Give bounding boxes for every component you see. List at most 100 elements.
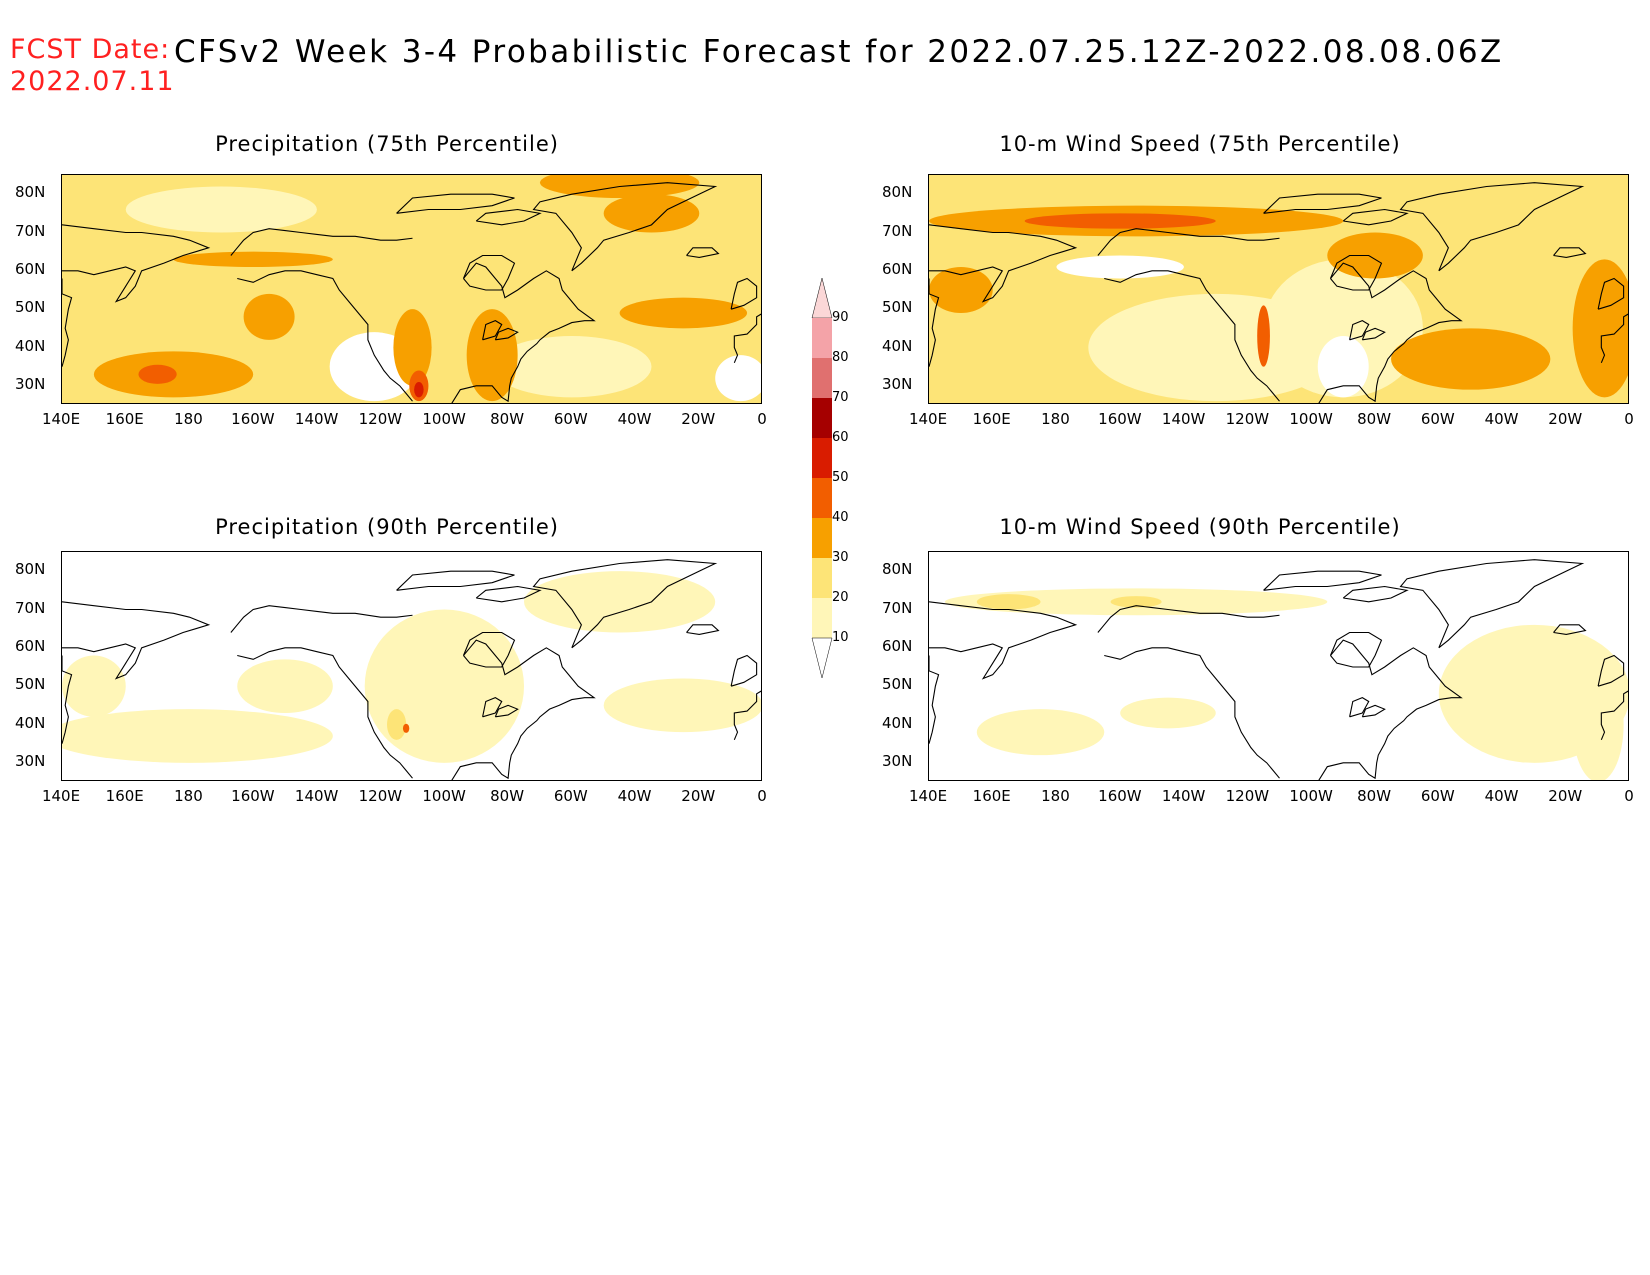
lat-tick-label: 80N bbox=[882, 183, 913, 202]
coastline bbox=[1104, 647, 1280, 779]
coastline bbox=[1399, 559, 1585, 649]
coastline bbox=[230, 228, 413, 256]
map-wind75 bbox=[928, 174, 1629, 404]
colorbar-top-triangle bbox=[811, 277, 833, 319]
coastline bbox=[1399, 182, 1585, 272]
lat-tick-label: 80N bbox=[882, 560, 913, 579]
lat-tick-label: 50N bbox=[15, 675, 46, 694]
lat-tick-label: 40N bbox=[15, 336, 46, 355]
lat-tick-label: 50N bbox=[15, 298, 46, 317]
coastline bbox=[929, 601, 1078, 680]
map-precip90 bbox=[61, 551, 762, 781]
dark-orange-area bbox=[402, 723, 410, 733]
coastline bbox=[1553, 247, 1587, 258]
white-area bbox=[715, 355, 761, 402]
colorbar-segment bbox=[812, 558, 832, 598]
lon-tick-label: 0 bbox=[1624, 410, 1634, 428]
lon-tick-label: 140W bbox=[1161, 410, 1206, 428]
lon-tick-label: 100W bbox=[422, 787, 466, 805]
coastline bbox=[230, 605, 413, 633]
orange-area bbox=[619, 297, 748, 329]
orange-area bbox=[393, 309, 432, 386]
lon-tick-label: 160W bbox=[231, 410, 275, 428]
orange-area bbox=[1327, 232, 1423, 279]
lon-tick-label: 20W bbox=[1548, 787, 1583, 805]
lat-tick-label: 50N bbox=[882, 675, 913, 694]
coastline bbox=[396, 193, 515, 214]
lon-tick-label: 160W bbox=[231, 787, 275, 805]
coastline bbox=[733, 690, 761, 741]
coastline bbox=[1597, 277, 1625, 310]
pale-area bbox=[62, 709, 333, 763]
lon-tick-label: 180 bbox=[174, 787, 203, 805]
coastline bbox=[1361, 704, 1386, 718]
dark-orange-area bbox=[138, 364, 177, 384]
red-area bbox=[414, 382, 424, 398]
coastline bbox=[1329, 631, 1383, 668]
pale-area bbox=[524, 571, 716, 633]
coastline bbox=[1097, 605, 1280, 633]
lon-tick-label: 100W bbox=[1289, 410, 1333, 428]
colorbar bbox=[811, 277, 833, 679]
coastline bbox=[1600, 313, 1628, 364]
lon-tick-label: 80W bbox=[490, 410, 525, 428]
colorbar-label: 60 bbox=[832, 430, 849, 445]
colorbar-label: 80 bbox=[832, 350, 849, 365]
coastline bbox=[462, 631, 516, 668]
lat-tick-label: 40N bbox=[882, 336, 913, 355]
coastline bbox=[475, 208, 542, 226]
lat-tick-label: 30N bbox=[15, 374, 46, 393]
coastline bbox=[686, 247, 720, 258]
coastline bbox=[1329, 254, 1383, 291]
panel-title-precip75: Precipitation (75th Percentile) bbox=[215, 132, 559, 156]
coastline bbox=[462, 254, 516, 291]
lon-tick-label: 160E bbox=[105, 410, 144, 428]
lon-tick-label: 180 bbox=[174, 410, 203, 428]
colorbar-segment bbox=[812, 598, 832, 638]
lon-tick-label: 160W bbox=[1098, 787, 1142, 805]
lat-tick-label: 60N bbox=[15, 259, 46, 278]
coastline bbox=[475, 585, 542, 603]
lon-tick-label: 180 bbox=[1041, 787, 1070, 805]
coastline bbox=[1597, 654, 1625, 687]
coastline bbox=[1349, 320, 1370, 341]
colorbar-bottom-triangle bbox=[811, 637, 833, 679]
coastline bbox=[532, 182, 718, 272]
colorbar-label: 50 bbox=[832, 470, 849, 485]
pale-area bbox=[1572, 667, 1624, 780]
orange-area bbox=[466, 309, 518, 402]
lat-tick-label: 70N bbox=[15, 221, 46, 240]
lon-tick-label: 160E bbox=[972, 787, 1011, 805]
yellow-area bbox=[976, 594, 1041, 610]
lat-tick-label: 30N bbox=[882, 751, 913, 770]
coastline bbox=[62, 278, 73, 367]
lat-tick-label: 40N bbox=[15, 713, 46, 732]
orange-area bbox=[173, 251, 333, 267]
lon-tick-label: 40W bbox=[1484, 787, 1519, 805]
lon-tick-label: 100W bbox=[422, 410, 466, 428]
lat-tick-label: 30N bbox=[15, 751, 46, 770]
panel-title-wind90: 10-m Wind Speed (90th Percentile) bbox=[999, 515, 1401, 539]
colorbar-label: 30 bbox=[832, 550, 849, 565]
lon-tick-label: 120W bbox=[1225, 410, 1270, 428]
coastline bbox=[929, 655, 940, 744]
lat-tick-label: 50N bbox=[882, 298, 913, 317]
colorbar-segment bbox=[812, 318, 832, 358]
fcst-date: 2022.07.11 bbox=[10, 66, 175, 97]
coastline bbox=[494, 327, 519, 341]
lon-tick-label: 20W bbox=[681, 787, 716, 805]
lon-tick-label: 140W bbox=[1161, 787, 1206, 805]
coastline bbox=[494, 704, 519, 718]
lon-tick-label: 60W bbox=[553, 410, 588, 428]
colorbar-label: 10 bbox=[832, 630, 849, 645]
lat-tick-label: 70N bbox=[882, 221, 913, 240]
lat-tick-label: 60N bbox=[882, 259, 913, 278]
lat-tick-label: 40N bbox=[882, 713, 913, 732]
coastline bbox=[730, 277, 758, 310]
lon-tick-label: 0 bbox=[757, 787, 767, 805]
coastline bbox=[396, 570, 515, 591]
coastline bbox=[237, 270, 413, 402]
lat-tick-label: 80N bbox=[15, 183, 46, 202]
colorbar-label: 20 bbox=[832, 590, 849, 605]
coastline bbox=[1342, 208, 1409, 226]
